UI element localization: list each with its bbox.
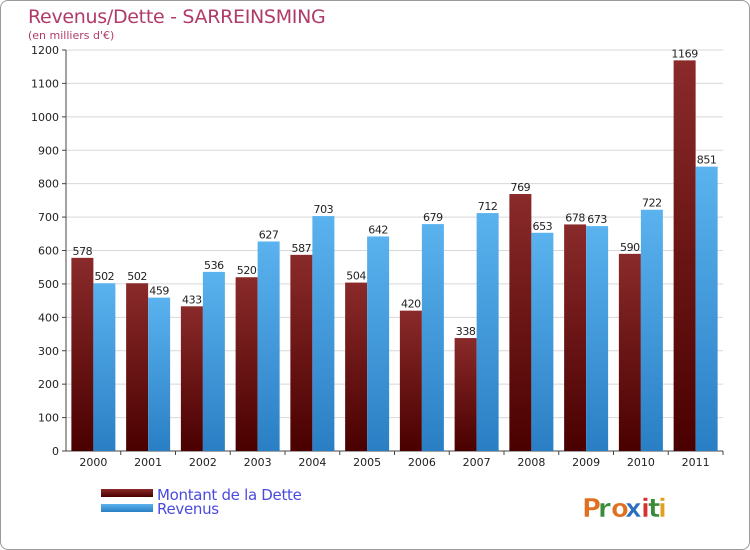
x-tick-label: 2005 [353,456,381,469]
legend-swatch-revenus [101,504,153,512]
x-tick-label: 2006 [408,456,436,469]
x-tick-label: 2008 [517,456,545,469]
logo-letter: x [625,494,642,524]
bar-dette [399,310,422,451]
bar-dette [618,253,641,451]
chart-subtitle: (en milliers d'€) [28,29,115,42]
bar-dette [509,194,532,452]
data-label: 769 [510,181,530,194]
legend-label-revenus: Revenus [157,500,219,518]
x-tick-label: 2001 [134,456,162,469]
y-tick-label: 1100 [31,77,59,90]
x-tick-label: 2010 [627,456,655,469]
data-label: 653 [532,220,552,233]
bar-revenus [148,297,171,451]
bar-revenus [586,226,609,451]
x-tick-label: 2002 [189,456,217,469]
y-tick-label: 300 [38,345,59,358]
bar-revenus [367,236,390,451]
bar-revenus [312,216,335,451]
y-tick-label: 400 [38,311,59,324]
x-tick-label: 2004 [298,456,326,469]
data-label: 703 [313,203,333,216]
data-label: 678 [565,211,585,224]
proxiti-logo: Pr ox iti [582,494,668,525]
bar-revenus [93,283,116,451]
data-label: 502 [94,270,114,283]
logo-letter: P [582,494,601,524]
data-label: 1169 [671,47,698,60]
bar-dette [454,338,477,451]
y-tick-label: 600 [38,245,59,258]
bar-dette [290,254,313,451]
data-label: 679 [423,211,443,224]
data-label: 459 [149,285,169,298]
bar-revenus [640,209,663,451]
data-label: 433 [182,293,202,306]
bar-revenus [476,213,499,451]
bar-revenus [257,241,280,451]
axes [62,49,724,455]
y-tick-label: 700 [38,211,59,224]
x-tick-label: 2011 [682,456,710,469]
legend-label-dette: Montant de la Dette [157,486,302,504]
logo-letter: i [641,494,650,524]
x-tick-label: 2007 [463,456,491,469]
x-tick-label: 2003 [244,456,272,469]
y-tick-label: 900 [38,144,59,157]
bar-dette [71,257,94,451]
data-label: 851 [697,154,717,167]
data-label: 536 [204,259,224,272]
y-tick-label: 800 [38,178,59,191]
data-label: 722 [642,197,662,210]
bar-dette [180,306,203,451]
y-tick-label: 500 [38,278,59,291]
logo-letter: r [598,494,611,524]
legend-swatch-dette [101,489,153,497]
y-tick-label: 100 [38,412,59,425]
logo-letter: t [648,494,660,524]
y-tick-label: 0 [52,445,59,458]
logo-letter: o [611,494,629,524]
x-tick-label: 2009 [572,456,600,469]
bar-revenus [202,271,225,451]
bar-dette [673,60,696,452]
data-label: 338 [456,325,476,338]
data-label: 520 [237,264,257,277]
y-tick-label: 1200 [31,44,59,57]
data-label: 627 [259,228,279,241]
bar-dette [564,224,587,451]
data-label: 502 [127,270,147,283]
data-label: 673 [587,213,607,226]
y-tick-label: 200 [38,378,59,391]
x-tick-labels: 2000 2001 2002 2003 2004 2005 2006 2007 2008 2009… [79,456,709,469]
data-label: 420 [401,298,421,311]
bar-revenus [531,232,554,451]
legend: Montant de la Dette Revenus [101,486,302,518]
bar-revenus [695,166,718,452]
bar-dette [345,282,368,451]
chart-title: Revenus/Dette - SARREINSMING [28,6,326,28]
grid [66,49,723,419]
bar-revenus [421,224,444,451]
data-label: 504 [346,270,366,283]
logo-letter: i [658,494,667,524]
y-tick-labels: 0 100 200 300 400 500 600 700 800 900 1000 1100 1200 [31,44,59,458]
bars [71,60,718,452]
x-tick-label: 2000 [79,456,107,469]
data-label: 642 [368,223,388,236]
bar-dette [126,283,149,451]
bar-dette [235,277,258,451]
data-label: 587 [291,242,311,255]
data-label: 712 [478,200,498,213]
data-label: 590 [620,241,640,254]
data-label: 578 [72,245,92,258]
y-tick-label: 1000 [31,111,59,124]
